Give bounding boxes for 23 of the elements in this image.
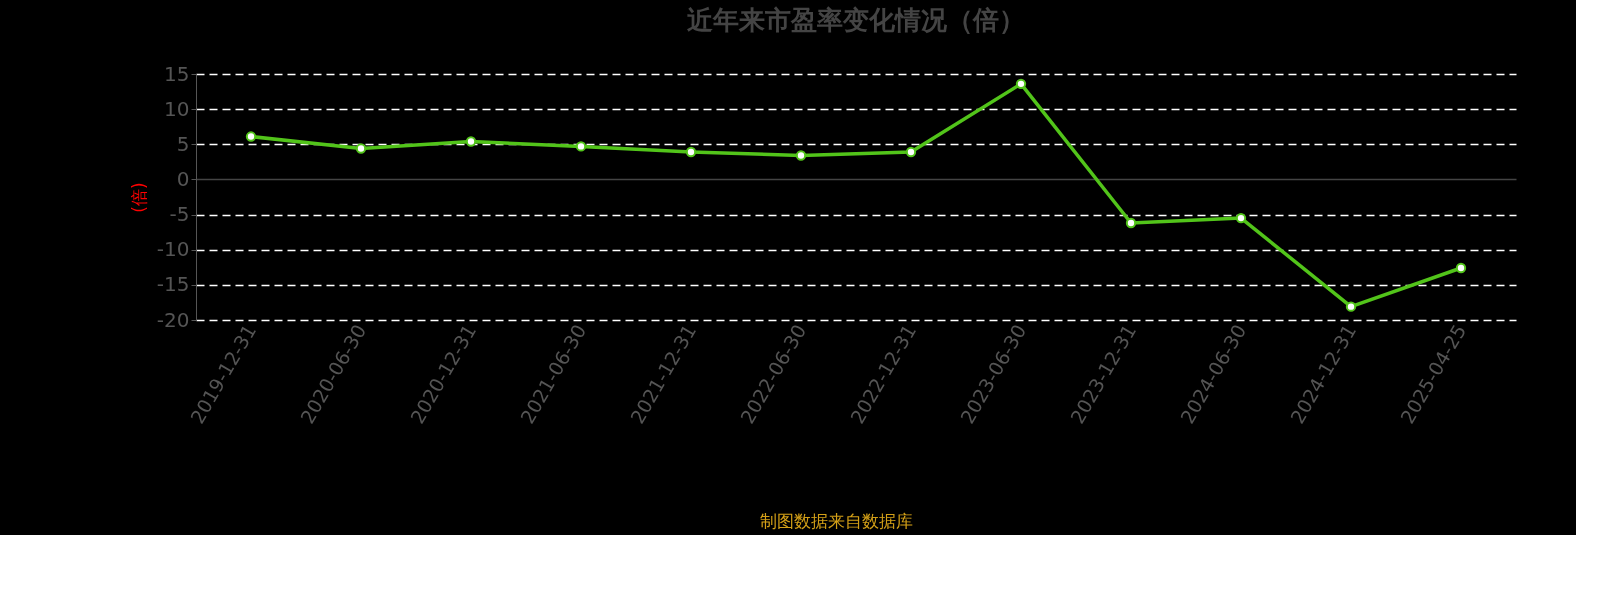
y-tick-label: -15 bbox=[156, 272, 190, 297]
point bbox=[905, 146, 917, 158]
point bbox=[1125, 217, 1137, 229]
y-tick-label: 5 bbox=[176, 131, 190, 156]
point bbox=[575, 141, 587, 152]
y-tick-label: 0 bbox=[176, 166, 190, 191]
point bbox=[685, 146, 697, 158]
point bbox=[355, 143, 367, 154]
point bbox=[1345, 301, 1357, 312]
y-axis-title: (倍) bbox=[128, 182, 149, 213]
y-tick-label: 15 bbox=[164, 61, 190, 86]
point bbox=[795, 150, 807, 161]
chart-title: 近年来市盈率变化情况（倍） bbox=[687, 5, 1025, 35]
y-tick-label: 10 bbox=[164, 96, 190, 121]
point bbox=[465, 136, 477, 147]
y-tick-label: -5 bbox=[169, 202, 190, 227]
y-tick-label: -20 bbox=[156, 307, 190, 332]
point bbox=[1235, 212, 1247, 224]
point bbox=[1455, 262, 1467, 274]
y-tick-label: -10 bbox=[156, 237, 190, 262]
point bbox=[245, 131, 257, 142]
point bbox=[1015, 78, 1027, 90]
text: 制图数据来自数据库 bbox=[759, 511, 913, 531]
